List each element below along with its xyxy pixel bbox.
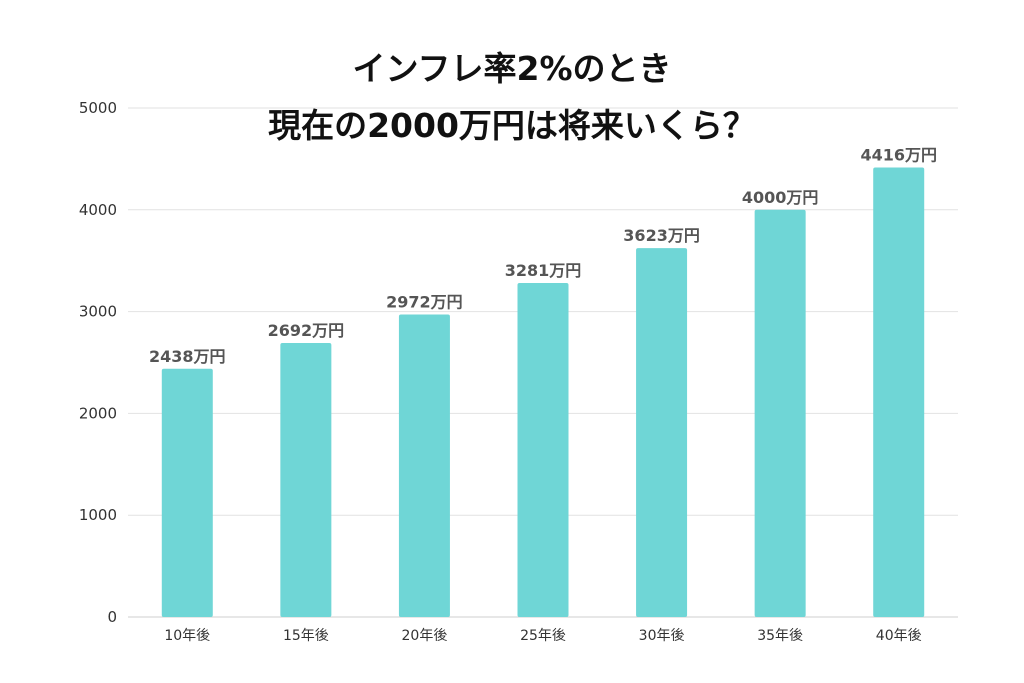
bar-15年後 [280,342,332,617]
chart-title: インフレ率2%のとき 現在の2000万円は将来いくら？ [268,49,756,145]
bar-35年後 [754,209,806,618]
bar-40年後 [873,167,925,617]
x-tick-label: 40年後 [876,628,922,644]
data-label: 3623万円 [623,226,700,245]
data-label: 2972万円 [386,292,463,311]
y-axis-ticks: 0 1000 2000 3000 4000 5000 [79,99,117,626]
data-label: 2438万円 [149,347,226,366]
y-tick-label: 2000 [79,404,117,422]
x-tick-label: 25年後 [520,628,566,644]
x-tick-label: 15年後 [283,628,329,644]
bar-30年後 [636,248,688,618]
x-tick-label: 35年後 [757,628,803,644]
data-labels: 2438万円 2692万円 2972万円 3281万円 3623万円 4000万円 4416… [149,145,937,365]
y-tick-label: 3000 [79,303,117,321]
x-tick-label: 10年後 [164,628,210,644]
bar-25年後 [517,282,569,617]
data-label: 3281万円 [505,261,582,280]
data-label: 4416万円 [860,145,937,164]
data-label: 2692万円 [268,321,345,340]
bar-10年後 [161,368,213,617]
y-tick-label: 5000 [79,99,117,117]
x-tick-label: 30年後 [639,628,685,644]
x-tick-label: 20年後 [402,628,448,644]
data-label: 4000万円 [742,188,819,207]
bars [161,167,925,618]
x-axis-ticks: 10年後 15年後 20年後 25年後 30年後 35年後 40年後 [164,628,921,644]
chart-title-line-2: 現在の2000万円は将来いくら？ [268,106,756,145]
bar-20年後 [398,314,450,617]
y-tick-label: 0 [107,608,117,626]
y-tick-label: 4000 [79,201,117,219]
y-tick-label: 1000 [79,506,117,524]
chart-title-line-1: インフレ率2%のとき [352,49,671,88]
